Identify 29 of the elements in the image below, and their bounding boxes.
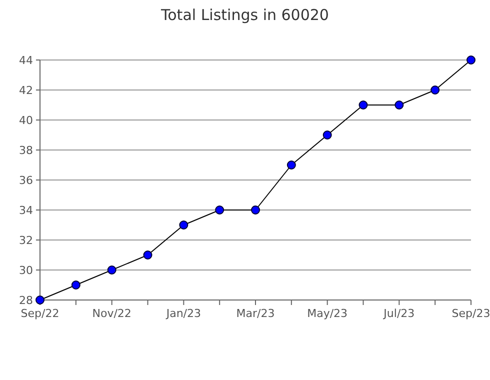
- point: [394, 100, 404, 110]
- x-tick-label: Jul/23: [382, 307, 415, 320]
- point: [251, 206, 260, 214]
- x-tick-label: Sep/22: [20, 307, 60, 320]
- y-tick-label: 38: [19, 144, 33, 157]
- y-tick-label: 36: [19, 174, 33, 187]
- point: [215, 206, 224, 214]
- point: [358, 100, 368, 110]
- x-tick-label: Sep/23: [452, 307, 490, 320]
- point: [143, 250, 152, 260]
- y-tick-label: 42: [19, 84, 33, 97]
- chart-title: Total Listings in 60020: [160, 6, 329, 24]
- point: [71, 280, 80, 290]
- y-tick-label: 34: [19, 204, 33, 217]
- y-tick-label: 40: [19, 114, 33, 127]
- y-tick-label: 28: [19, 294, 33, 307]
- y-tick-label: 44: [19, 54, 33, 67]
- point: [430, 86, 440, 94]
- point: [179, 220, 188, 230]
- point: [286, 160, 296, 170]
- point: [107, 266, 116, 274]
- point: [466, 56, 476, 64]
- x-tick-label: Jan/23: [165, 307, 202, 320]
- x-tick-label: Nov/22: [92, 307, 132, 320]
- x-tick-label: Mar/23: [236, 307, 275, 320]
- x-tick-label: May/23: [307, 307, 348, 320]
- y-tick-label: 32: [19, 234, 33, 247]
- point: [322, 130, 332, 140]
- y-tick-label: 30: [19, 264, 33, 277]
